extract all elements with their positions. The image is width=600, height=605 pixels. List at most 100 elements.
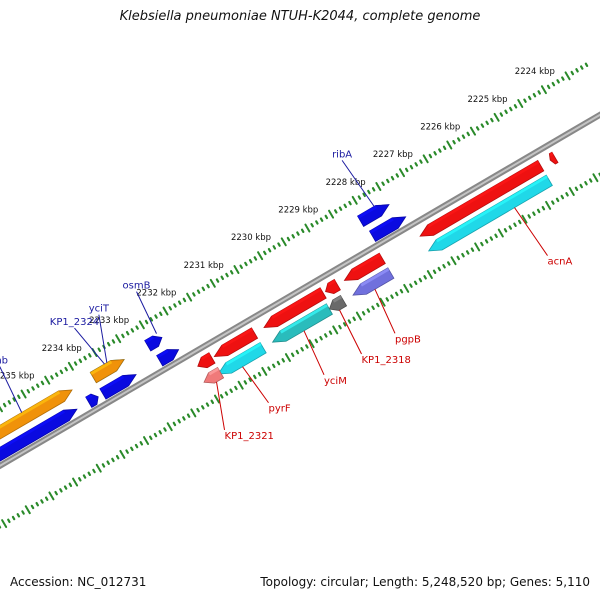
kbp-label: 2234 kbp <box>42 344 82 354</box>
tick-lower-tick <box>212 401 213 403</box>
tick-lower-tick <box>481 243 482 245</box>
tick-upper-tick <box>400 169 404 176</box>
tick-upper-tick <box>566 72 570 79</box>
gene-label-kp1-2318: KP1_2318 <box>362 355 411 366</box>
tick-lower-tick <box>434 271 435 273</box>
tick-upper-tick <box>113 340 114 342</box>
tick-lower-tick <box>131 448 132 450</box>
tick-lower-tick <box>448 262 449 264</box>
tick-lower-tick <box>396 293 397 295</box>
tick-lower-tick <box>164 428 165 430</box>
tick-lower-tick <box>377 304 378 306</box>
tick-upper-tick <box>0 404 2 411</box>
tick-upper-tick <box>22 391 26 398</box>
tick-upper-tick <box>140 321 144 328</box>
tick-upper-tick <box>132 329 133 331</box>
tick-upper-tick <box>482 125 483 127</box>
tick-upper-tick <box>258 252 262 259</box>
tick-upper-tick <box>302 230 303 232</box>
tick-upper-tick <box>406 169 407 171</box>
tick-upper-tick <box>241 266 242 268</box>
tick-upper-tick <box>226 274 227 276</box>
tick-lower-tick <box>570 188 574 195</box>
tick-lower-tick <box>590 179 591 181</box>
tick-lower-tick <box>117 456 118 458</box>
tick-lower-tick <box>160 431 161 433</box>
tick-upper-tick <box>288 238 289 240</box>
tick-upper-tick <box>458 138 459 140</box>
tick-lower-tick <box>529 215 530 217</box>
tick-upper-tick <box>274 246 275 248</box>
tick-lower-tick <box>325 334 326 336</box>
tick-upper-tick <box>155 315 156 317</box>
tick-upper-tick <box>397 174 398 176</box>
tick-upper-tick <box>51 376 52 378</box>
tick-lower-tick <box>585 182 586 184</box>
tick-lower-tick <box>226 392 227 394</box>
tick-upper-tick <box>416 163 417 165</box>
tick-upper-tick <box>364 194 365 196</box>
tick-upper-tick <box>321 219 322 221</box>
tick-upper-tick <box>269 249 270 251</box>
tick-lower-tick <box>268 368 269 370</box>
tick-lower-tick <box>439 268 440 270</box>
tick-upper-tick <box>122 335 123 337</box>
tick-lower-tick <box>467 251 468 253</box>
tick-lower-tick <box>245 381 246 383</box>
tick-upper-tick <box>505 111 506 113</box>
tick-upper-tick <box>340 208 341 210</box>
tick-upper-tick <box>146 321 147 323</box>
tick-upper-tick <box>151 318 152 320</box>
tick-upper-tick <box>368 191 369 193</box>
tick-upper-tick <box>534 94 535 96</box>
tick-lower-tick <box>254 376 255 378</box>
tick-lower-tick <box>13 517 14 519</box>
gene-leader-line <box>217 382 225 430</box>
tick-upper-tick <box>316 221 317 223</box>
tick-lower-tick <box>174 423 175 425</box>
tick-lower-tick <box>235 387 236 389</box>
kbp-label: 2225 kbp <box>468 95 508 105</box>
tick-lower-tick <box>357 313 361 320</box>
gene-label-rnb: rnb <box>0 355 8 366</box>
tick-upper-tick <box>359 196 360 198</box>
tick-lower-tick <box>581 185 582 187</box>
tick-lower-tick <box>136 445 137 447</box>
tick-lower-tick <box>112 459 113 461</box>
tick-upper-tick <box>411 166 412 168</box>
tick-upper-tick <box>529 97 530 99</box>
tick-lower-tick <box>330 332 331 334</box>
tick-upper-tick <box>278 243 279 245</box>
tick-upper-tick <box>539 91 540 93</box>
tick-upper-tick <box>424 155 428 162</box>
tick-upper-tick <box>382 183 383 185</box>
tick-lower-tick <box>424 276 425 278</box>
tick-upper-tick <box>127 332 128 334</box>
tick-lower-tick <box>533 213 534 215</box>
tick-upper-tick <box>179 302 180 304</box>
accession-text: Accession: NC_012731 <box>10 575 146 589</box>
tick-lower-tick <box>354 318 355 320</box>
tick-lower-tick <box>249 379 250 381</box>
tick-upper-tick <box>174 304 175 306</box>
tick-lower-tick <box>316 340 317 342</box>
tick-upper-tick <box>193 293 194 295</box>
tick-upper-tick <box>501 113 502 115</box>
kbp-label: 2224 kbp <box>515 67 555 77</box>
tick-upper-tick <box>553 83 554 85</box>
tick-upper-tick <box>581 66 582 68</box>
tick-upper-tick <box>524 100 525 102</box>
tick-lower-tick <box>49 492 53 499</box>
tick-lower-tick <box>344 323 345 325</box>
tick-upper-tick <box>116 335 120 342</box>
tick-lower-tick <box>108 462 109 464</box>
tick-upper-tick <box>211 280 215 287</box>
tick-upper-tick <box>66 368 67 370</box>
tick-lower-tick <box>70 484 71 486</box>
tick-upper-tick <box>37 385 38 387</box>
tick-upper-tick <box>61 371 62 373</box>
tick-lower-tick <box>60 489 61 491</box>
tick-lower-tick <box>84 475 85 477</box>
tick-lower-tick <box>79 478 80 480</box>
